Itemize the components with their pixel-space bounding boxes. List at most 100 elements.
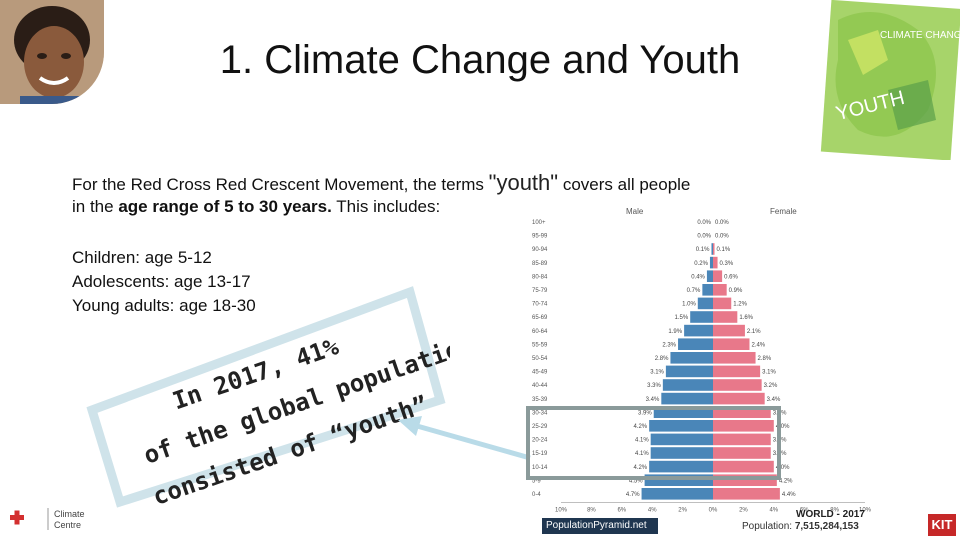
pyramid-age-label: 5-9 (532, 478, 541, 484)
pyramid-age-label: 80-84 (532, 274, 548, 280)
pyramid-male-value: 3.1% (650, 370, 664, 376)
pyramid-male-value: 1.5% (675, 315, 689, 321)
intro-quote-youth: "youth" (488, 170, 559, 195)
pyramid-male-value: 3.3% (647, 383, 661, 389)
pyramid-male-bar (702, 284, 713, 296)
pyramid-male-value: 2.3% (662, 342, 676, 348)
pyramid-female-bar (713, 338, 750, 350)
pyramid-female-value: 4.0% (776, 424, 790, 430)
pyramid-female-value: 0.1% (717, 247, 731, 253)
pyramid-female-value: 4.0% (776, 465, 790, 471)
pyramid-female-bar (713, 324, 745, 337)
pyramid-age-label: 0-4 (532, 492, 541, 498)
pyramid-axis-tick: 2% (678, 508, 687, 514)
intro-line-2: in the age range of 5 to 30 years. This … (72, 196, 440, 218)
pyramid-male-value: 4.2% (633, 424, 647, 430)
population-pyramid-source-badge: PopulationPyramid.net (542, 518, 658, 534)
pyramid-female-bar (713, 352, 756, 364)
pyramid-age-label: 25-29 (532, 424, 548, 430)
population-pyramid-chart: Male Female 100+ 0.0% 0.0% 95-99 0.0% 0.0% 90-… (532, 207, 872, 514)
pyramid-male-value: 0.4% (691, 274, 705, 280)
pyramid-male-bar (690, 311, 713, 323)
group-children: Children: age 5-12 (72, 248, 212, 267)
pyramid-age-label: 65-69 (532, 315, 548, 321)
pyramid-age-label: 90-94 (532, 247, 548, 253)
pyramid-axis-tick: 6% (800, 508, 809, 514)
pyramid-male-value: 4.7% (626, 492, 640, 498)
group-adolescents: Adolescents: age 13-17 (72, 272, 251, 291)
pyramid-age-label: 75-79 (532, 288, 548, 294)
pyramid-male-bar (706, 270, 713, 282)
pyramid-male-value: 0.1% (696, 247, 710, 253)
pyramid-axis-tick: 4% (648, 508, 657, 514)
pyramid-age-label: 100+ (532, 220, 546, 226)
pyramid-female-bar (713, 270, 723, 282)
pyramid-age-label: 70-74 (532, 302, 548, 308)
pyramid-female-bar (713, 311, 738, 323)
pyramid-male-bar (662, 379, 713, 391)
pyramid-male-bar (684, 324, 713, 337)
pyramid-age-label: 60-64 (532, 329, 548, 335)
pyramid-female-bar (713, 243, 715, 255)
pyramid-male-bar (711, 243, 713, 255)
pyramid-axis-tick: 8% (830, 508, 839, 514)
pyramid-female-bar (713, 433, 771, 446)
pyramid-age-label: 95-99 (532, 234, 548, 240)
pyramid-male-bar (661, 392, 713, 405)
pyramid-female-bar (713, 420, 774, 432)
pyramid-male-value: 1.9% (668, 329, 682, 335)
pyramid-age-label: 10-14 (532, 465, 548, 471)
pyramid-male-value: 4.2% (633, 465, 647, 471)
pyramid-axis-tick: 0% (709, 508, 718, 514)
pyramid-male-bar (650, 433, 713, 446)
pyramid-female-bar (713, 256, 718, 269)
pyramid-age-label: 85-89 (532, 261, 548, 267)
kit-badge: KIT (928, 514, 956, 536)
pyramid-female-value: 1.6% (739, 315, 753, 321)
pyramid-age-label: 45-49 (532, 370, 548, 376)
pyramid-male-bar (678, 338, 713, 350)
pyramid-female-value: 0.9% (729, 288, 743, 294)
pyramid-female-value: 2.1% (747, 329, 761, 335)
pyramid-age-label: 30-34 (532, 410, 548, 416)
pyramid-female-value: 0.0% (715, 234, 729, 240)
pyramid-female-bar (713, 284, 727, 296)
logo-line-1: Climate (54, 509, 85, 519)
pyramid-axis-tick: 4% (769, 508, 778, 514)
pyramid-female-value: 3.4% (767, 397, 781, 403)
pyramid-male-value: 0.2% (694, 261, 708, 267)
pyramid-female-value: 2.8% (758, 356, 772, 362)
pyramid-axis-tick: 8% (587, 508, 596, 514)
pyramid-age-label: 15-19 (532, 451, 548, 457)
climate-change-youth-book-cover: CLIMATE CHANGE YOUTH (818, 0, 960, 161)
pyramid-age-label: 50-54 (532, 356, 548, 362)
pyramid-male-bar (641, 488, 713, 500)
pyramid-male-value: 4.1% (635, 438, 649, 444)
pyramid-female-bar (713, 297, 732, 310)
pyramid-male-bar (670, 352, 713, 364)
pyramid-female-value: 4.4% (782, 492, 796, 498)
pyramid-male-bar (665, 365, 713, 378)
group-young-adults: Young adults: age 18-30 (72, 296, 256, 315)
pyramid-male-bar (709, 256, 713, 269)
pyramid-male-value: 4.5% (629, 478, 643, 484)
pyramid-male-bar (649, 420, 713, 432)
source-label: PopulationPyramid.net (546, 520, 647, 531)
population-line: Population: 7,515,284,153 (742, 521, 859, 532)
pyramid-axis-tick: 10% (859, 508, 872, 514)
pyramid-male-label: Male (626, 207, 644, 216)
slide-title: 1. Climate Change and Youth (219, 38, 741, 82)
pyramid-axis-tick: 2% (739, 508, 748, 514)
intro-line-1: For the Red Cross Red Crescent Movement,… (72, 172, 832, 196)
pyramid-male-value: 3.4% (646, 397, 660, 403)
world-year-label: WORLD - 2017 (796, 509, 865, 520)
age-groups-list: Children: age 5-12 Adolescents: age 13-1… (72, 246, 256, 318)
pyramid-female-value: 2.4% (751, 342, 765, 348)
pyramid-male-bar (649, 460, 713, 473)
intro-part2: covers all people (558, 175, 691, 194)
logo-line-2: Centre (54, 520, 81, 530)
intro-part1: For the Red Cross Red Crescent Movement,… (72, 175, 489, 194)
pyramid-female-label: Female (770, 207, 797, 216)
climate-centre-logo: Climate Centre (8, 505, 128, 540)
intro-age-range: age range of 5 to 30 years. (118, 197, 332, 216)
